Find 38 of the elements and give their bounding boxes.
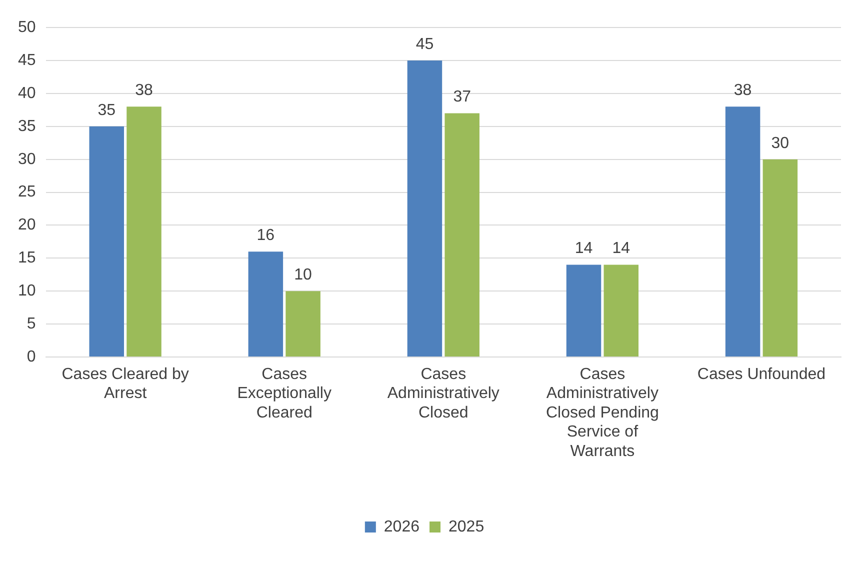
y-tick-label: 50 [18, 19, 36, 36]
y-tick-label: 40 [18, 84, 36, 102]
y-tick-label: 15 [18, 250, 36, 267]
bar [444, 113, 480, 356]
y-tick-label: 10 [18, 282, 36, 300]
x-tick-label: Cases Administratively Closed [387, 366, 500, 422]
bar [762, 159, 798, 356]
y-tick-label: 0 [26, 348, 36, 366]
bar [89, 126, 124, 356]
y-tick-label: 5 [26, 315, 36, 332]
bar [566, 264, 602, 356]
data-label: 37 [453, 88, 472, 106]
bar [407, 60, 442, 356]
legend-label: 2026 [384, 518, 420, 536]
data-label: 45 [416, 36, 434, 53]
y-tick-label: 25 [18, 184, 36, 201]
data-label: 10 [294, 266, 312, 284]
bar [126, 106, 162, 356]
x-tick-label: Cases Cleared by Arrest [62, 366, 189, 402]
y-tick-label: 20 [18, 216, 36, 234]
data-label: 14 [574, 240, 593, 258]
y-tick-label: 35 [18, 118, 36, 135]
data-label: 38 [135, 82, 154, 100]
data-label: 30 [771, 134, 790, 152]
x-tick-label: Cases Unfounded [697, 366, 826, 384]
bar [248, 252, 284, 356]
y-tick-label: 45 [18, 52, 36, 69]
bar [286, 291, 320, 356]
data-label: 14 [612, 240, 630, 258]
data-label: 38 [734, 82, 752, 100]
x-tick-label: Cases Administratively Closed Pending Service of Warrants [546, 366, 659, 460]
bar [604, 264, 639, 356]
bar [725, 106, 760, 356]
data-label: 35 [98, 102, 116, 119]
y-tick-label: 30 [18, 150, 36, 168]
data-label: 16 [256, 227, 275, 244]
legend-label: 2025 [448, 518, 484, 536]
x-tick-label: Cases Exceptionally Cleared [237, 366, 332, 422]
